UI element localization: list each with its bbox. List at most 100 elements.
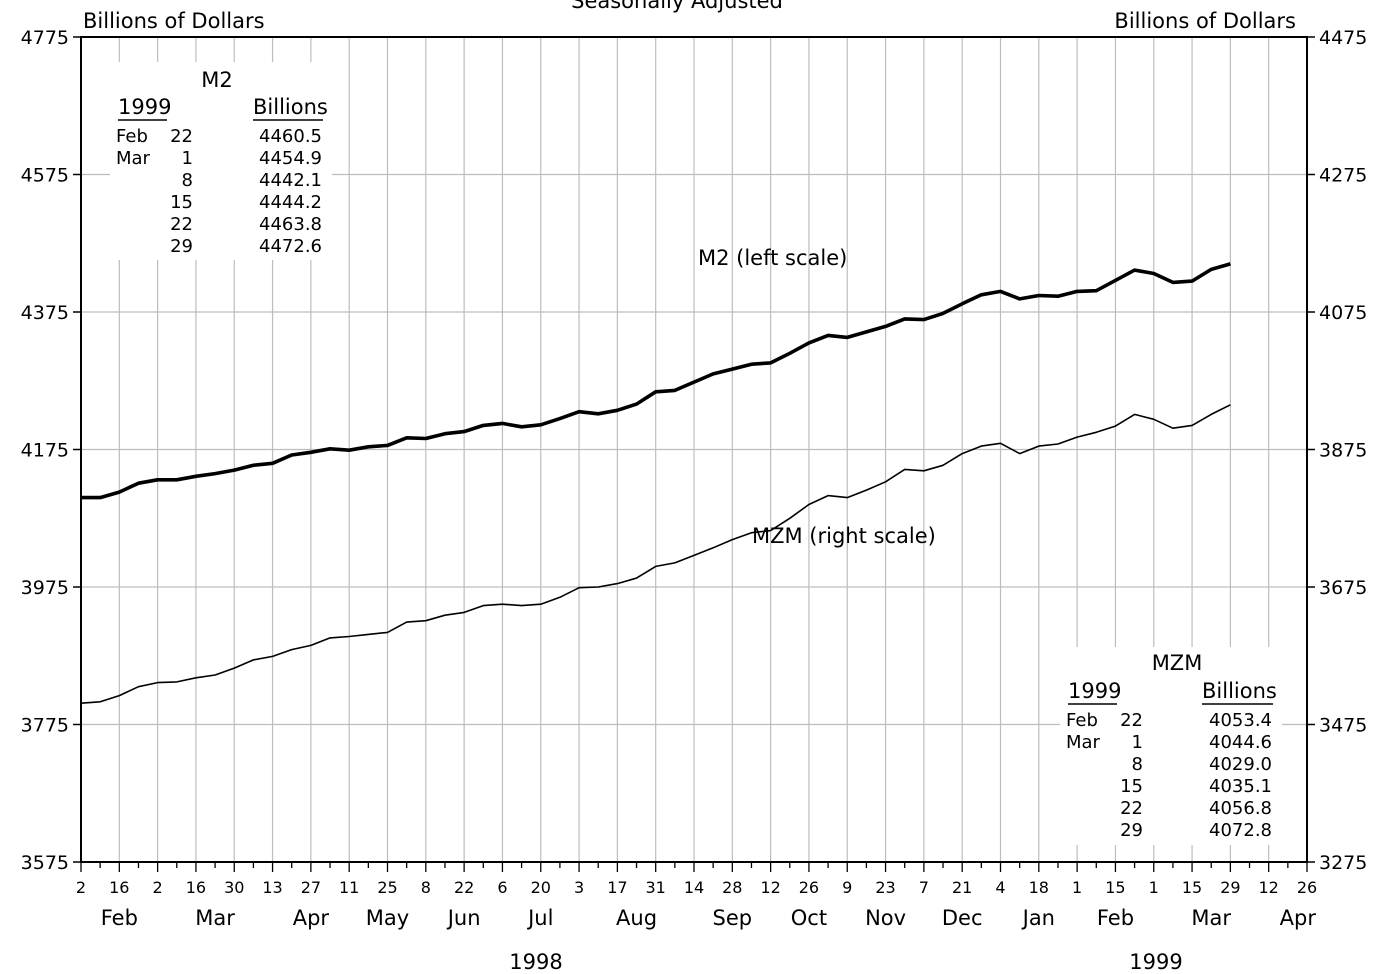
table-row-value: 4444.2	[259, 192, 322, 213]
y-left-tick-label: 4175	[21, 440, 69, 462]
month-label: Jan	[1021, 906, 1055, 930]
month-label: Apr	[293, 906, 330, 930]
table-row-day: 22	[170, 126, 193, 147]
table-row-value: 4056.8	[1209, 798, 1272, 819]
x-tick-label: 2	[153, 878, 163, 897]
x-tick-label: 8	[421, 878, 431, 897]
series-label-m2: M2 (left scale)	[698, 246, 847, 270]
table-row-value: 4460.5	[259, 126, 322, 147]
table-row-day: 8	[1132, 754, 1143, 775]
y-left-tick-label: 4375	[21, 302, 69, 324]
month-label: Apr	[1280, 906, 1317, 930]
y-left-tick-label: 4575	[21, 165, 69, 187]
table-row-value: 4463.8	[259, 214, 322, 235]
year-label: 1999	[1129, 950, 1182, 974]
x-tick-label: 16	[186, 878, 206, 897]
x-tick-label: 1	[1072, 878, 1082, 897]
y-left-tick-label: 3775	[21, 715, 69, 737]
x-tick-label: 12	[1259, 878, 1279, 897]
table-row-value: 4044.6	[1209, 732, 1272, 753]
x-tick-label: 11	[339, 878, 359, 897]
y-left-tick-label: 4775	[21, 27, 69, 49]
y-right-tick-label: 3675	[1319, 577, 1367, 599]
x-tick-label: 31	[646, 878, 666, 897]
table-row-value: 4029.0	[1209, 754, 1272, 775]
mzm-series-line	[80, 404, 1231, 704]
x-tick-label: 2	[76, 878, 86, 897]
table-title: MZM	[1152, 651, 1203, 675]
table-row-day: 22	[170, 214, 193, 235]
table-row-day: 1	[182, 148, 193, 169]
x-tick-label: 29	[1220, 878, 1240, 897]
x-tick-label: 1	[1149, 878, 1159, 897]
table-row-day: 22	[1120, 798, 1143, 819]
y-left-tick-label: 3575	[21, 852, 69, 874]
series-label-mzm: MZM (right scale)	[752, 524, 936, 548]
right-axis-unit-label: Billions of Dollars	[1114, 9, 1296, 33]
table-row-value: 4442.1	[259, 170, 322, 191]
table-row-month: Mar	[116, 148, 151, 169]
x-tick-label: 26	[1297, 878, 1317, 897]
x-tick-label: 27	[301, 878, 321, 897]
axis-ticks: 2 16 2 16 30 13 27 11 25 8 22 6 20 3 17 31 14 28 12 26 9 23 7 2…	[21, 27, 1368, 974]
month-label: Mar	[195, 906, 235, 930]
table-row-value: 4053.4	[1209, 710, 1272, 731]
x-tick-label: 7	[919, 878, 929, 897]
x-tick-label: 13	[262, 878, 282, 897]
x-tick-label: 3	[574, 878, 584, 897]
table-row-month: Mar	[1066, 732, 1101, 753]
x-tick-label: 17	[607, 878, 627, 897]
table-row-value: 4035.1	[1209, 776, 1272, 797]
x-tick-label: 26	[799, 878, 819, 897]
table-header-date: 1999	[1068, 679, 1121, 703]
table-row-day: 15	[170, 192, 193, 213]
y-left-tick-label: 3975	[21, 577, 69, 599]
month-label: Dec	[942, 906, 983, 930]
x-tick-label: 9	[842, 878, 852, 897]
x-tick-label: 6	[497, 878, 507, 897]
table-row-value: 4472.6	[259, 236, 322, 257]
m2-series-line	[81, 262, 1231, 500]
table-row-day: 15	[1120, 776, 1143, 797]
month-label: Oct	[791, 906, 827, 930]
m2-summary-table: M2 1999 Billions Feb 22 4460.5 Mar 1 4454.9 8 4…	[116, 68, 328, 257]
x-tick-label: 18	[1029, 878, 1049, 897]
table-backgrounds	[110, 62, 1282, 845]
x-tick-label: 28	[722, 878, 742, 897]
year-label: 1998	[509, 950, 562, 974]
table-row-value: 4072.8	[1209, 820, 1272, 841]
table-header-date: 1999	[118, 95, 171, 119]
month-label: Mar	[1191, 906, 1231, 930]
month-label: Aug	[616, 906, 657, 930]
month-label: Jun	[446, 906, 481, 930]
y-right-tick-label: 4275	[1319, 165, 1367, 187]
month-label: Feb	[1097, 906, 1134, 930]
month-label: Feb	[101, 906, 138, 930]
table-row-value: 4454.9	[259, 148, 322, 169]
table-row-day: 1	[1132, 732, 1143, 753]
table-row-day: 22	[1120, 710, 1143, 731]
mzm-summary-table: MZM 1999 Billions Feb 22 4053.4 Mar 1 4044.6 8…	[1066, 651, 1277, 841]
month-label: May	[366, 906, 409, 930]
x-tick-label: 21	[952, 878, 972, 897]
x-tick-label: 4	[995, 878, 1005, 897]
month-label: Jul	[526, 906, 553, 930]
x-tick-label: 30	[224, 878, 244, 897]
series-lines	[80, 262, 1231, 704]
y-right-tick-label: 4475	[1319, 27, 1367, 49]
x-tick-label: 22	[454, 878, 474, 897]
table-row-day: 29	[1120, 820, 1143, 841]
x-tick-label: 15	[1182, 878, 1202, 897]
table-row-month: Feb	[116, 126, 148, 147]
left-axis-unit-label: Billions of Dollars	[83, 9, 265, 33]
x-tick-label: 23	[875, 878, 895, 897]
table-background	[1060, 647, 1282, 845]
x-tick-label: 12	[760, 878, 780, 897]
month-label: Sep	[713, 906, 753, 930]
table-row-day: 29	[170, 236, 193, 257]
y-right-tick-label: 3875	[1319, 440, 1367, 462]
table-background	[110, 62, 332, 260]
y-right-tick-label: 4075	[1319, 302, 1367, 324]
x-tick-label: 20	[531, 878, 551, 897]
